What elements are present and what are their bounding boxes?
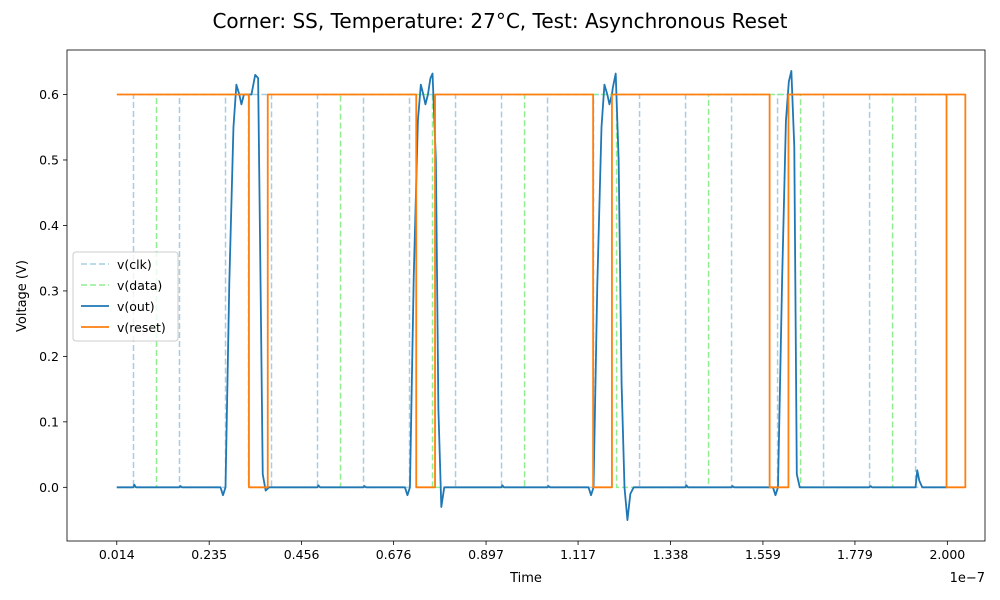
plot-area: 0.014 0.235 0.456 0.676 0.897 1.117 1.338 1.559…: [39, 49, 986, 562]
x-tick-label: 0.014: [99, 547, 135, 562]
legend-label-clk: v(clk): [117, 257, 152, 272]
y-axis-ticks: 0.0 0.1 0.2 0.3 0.4 0.5 0.6: [39, 87, 67, 495]
x-tick-label: 1.779: [837, 547, 873, 562]
series-layer: [116, 70, 967, 521]
x-tick-label: 0.897: [468, 547, 504, 562]
y-tick-label: 0.2: [39, 349, 59, 364]
legend-label-reset: v(reset): [117, 320, 166, 335]
axes-frame: [66, 49, 986, 542]
y-tick-label: 0.4: [39, 218, 59, 233]
legend-label-out: v(out): [117, 299, 155, 314]
x-axis-label: Time: [509, 571, 542, 586]
y-axis-label: Voltage (V): [15, 260, 30, 332]
chart-title: Corner: SS, Temperature: 27°C, Test: Asy…: [212, 9, 787, 33]
y-tick-label: 0.1: [39, 414, 59, 429]
y-tick-label: 0.5: [39, 152, 59, 167]
x-axis-ticks: 0.014 0.235 0.456 0.676 0.897 1.117 1.338 1.559…: [99, 541, 965, 562]
y-tick-label: 0.0: [39, 480, 59, 495]
x-tick-label: 1.338: [653, 547, 689, 562]
x-tick-label: 1.559: [745, 547, 781, 562]
x-tick-label: 1.117: [560, 547, 596, 562]
legend: v(clk) v(data) v(out) v(reset): [72, 251, 179, 342]
x-tick-label: 2.000: [929, 547, 965, 562]
series-line-vreset: [116, 93, 967, 489]
legend-box: [72, 251, 179, 342]
y-tick-label: 0.6: [39, 87, 59, 102]
y-tick-label: 0.3: [39, 283, 59, 298]
x-tick-label: 0.676: [376, 547, 412, 562]
x-tick-label: 0.456: [284, 547, 320, 562]
x-axis-offset-label: 1e−7: [950, 571, 985, 586]
x-tick-label: 0.235: [191, 547, 227, 562]
legend-label-data: v(data): [117, 278, 162, 293]
